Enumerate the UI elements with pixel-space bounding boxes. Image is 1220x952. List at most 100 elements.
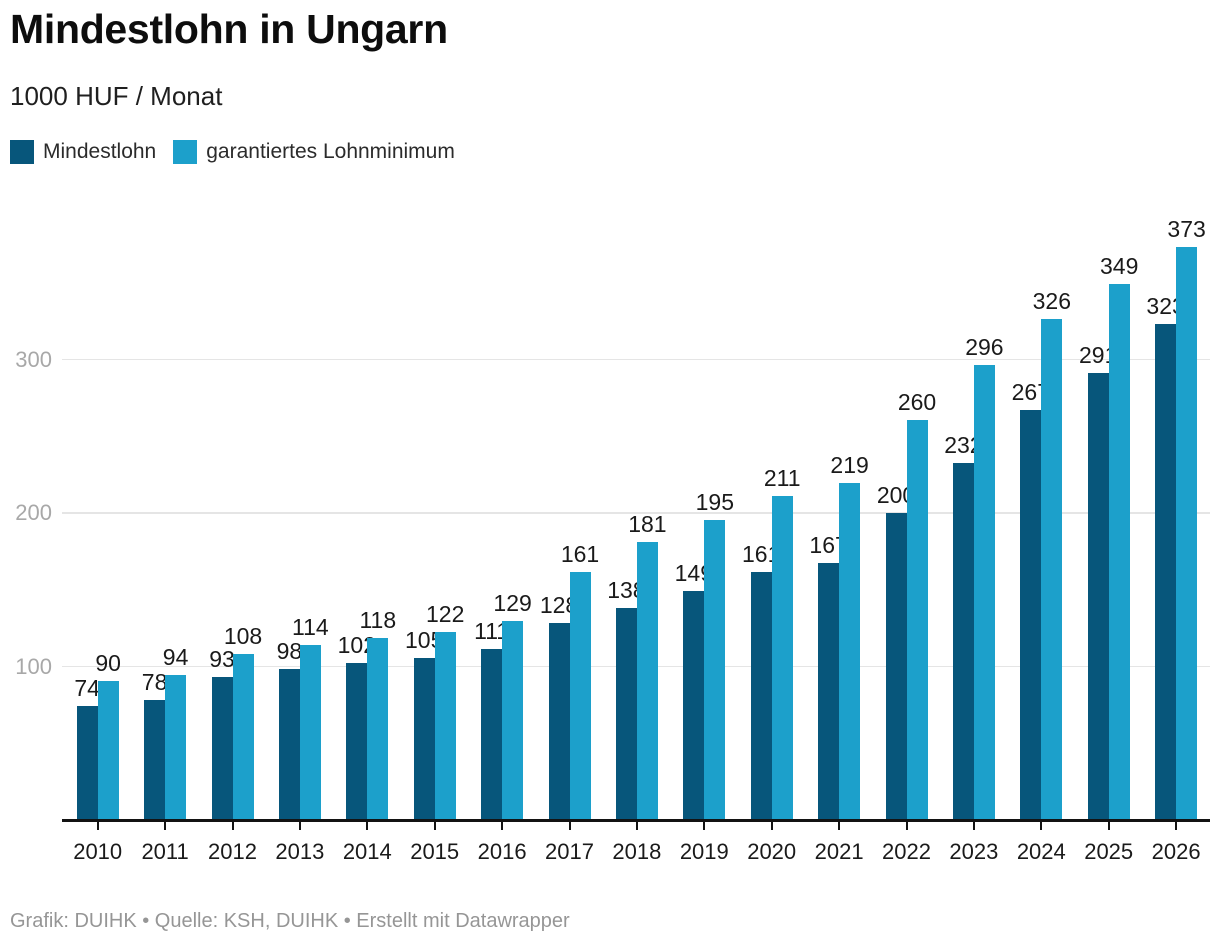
bar-value-label: 129 — [493, 590, 532, 617]
bar-mindestlohn[interactable] — [548, 623, 570, 820]
bar-value-label: 118 — [359, 607, 397, 634]
x-axis-label: 2012 — [208, 839, 257, 864]
x-axis-label: 2011 — [141, 839, 189, 864]
x-axis-tick — [1040, 821, 1043, 830]
x-axis-tick — [164, 821, 167, 830]
legend-label: garantiertes Lohnminimum — [206, 140, 455, 163]
x-axis-label: 2010 — [73, 839, 123, 864]
bar-value-label: 94 — [162, 644, 189, 671]
bar-mindestlohn[interactable] — [1155, 323, 1177, 820]
legend-item-lohnminimum: garantiertes Lohnminimum — [173, 140, 455, 164]
x-axis-label: 2019 — [679, 839, 729, 864]
bar-lohnminimum[interactable] — [569, 572, 591, 820]
x-axis-label: 2021 — [814, 839, 864, 864]
bar-value-label: 219 — [830, 452, 869, 479]
bar-lohnminimum[interactable] — [502, 621, 524, 820]
x-axis-tick — [568, 821, 571, 830]
bar-lohnminimum[interactable] — [367, 638, 389, 820]
bar-value-label: 211 — [763, 464, 801, 491]
x-axis-label: 2018 — [612, 839, 662, 864]
bar-value-label: 93 — [209, 645, 235, 672]
bar-lohnminimum[interactable] — [434, 632, 456, 820]
bar-value-label: 161 — [560, 541, 600, 568]
bar-mindestlohn[interactable] — [481, 649, 503, 820]
legend-swatch-mindestlohn — [10, 140, 34, 164]
attribution-footer: Grafik: DUIHK • Quelle: KSH, DUIHK • Ers… — [10, 910, 570, 932]
x-axis-tick — [703, 821, 706, 830]
bar-lohnminimum[interactable] — [906, 420, 928, 820]
y-axis-label-200: 200 — [15, 500, 52, 525]
x-axis-tick — [298, 821, 301, 830]
bar-lohnminimum[interactable] — [232, 653, 254, 820]
bar-mindestlohn[interactable] — [683, 590, 705, 820]
bar-lohnminimum[interactable] — [704, 520, 726, 820]
chart-title: Mindestlohn in Ungarn — [10, 6, 448, 52]
x-axis-tick — [635, 821, 638, 830]
bar-value-label: 90 — [95, 650, 121, 677]
gridline-300 — [62, 358, 1210, 360]
legend-swatch-lohnminimum — [173, 140, 198, 164]
bar-value-label: 74 — [74, 674, 100, 701]
x-axis-label: 2023 — [949, 839, 999, 864]
bar-mindestlohn[interactable] — [952, 463, 974, 820]
legend-label: Mindestlohn — [43, 140, 157, 163]
bar-lohnminimum[interactable] — [97, 681, 119, 820]
chart-subtitle: 1000 HUF / Monat — [10, 81, 223, 111]
bar-lohnminimum[interactable] — [1176, 246, 1198, 820]
x-axis-tick — [1107, 821, 1110, 830]
legend: Mindestlohn garantiertes Lohnminimum — [10, 140, 455, 164]
x-axis-tick — [838, 821, 841, 830]
x-axis-label: 2015 — [410, 839, 460, 864]
y-axis-label-300: 300 — [15, 346, 52, 372]
bar-mindestlohn[interactable] — [211, 676, 233, 820]
bar-lohnminimum[interactable] — [839, 483, 861, 820]
bar-lohnminimum[interactable] — [1108, 283, 1130, 820]
legend-item-mindestlohn: Mindestlohn — [10, 140, 156, 164]
x-axis-label: 2024 — [1016, 839, 1066, 864]
x-axis-label: 2017 — [545, 839, 594, 864]
bar-value-label: 98 — [276, 638, 303, 665]
bar-mindestlohn[interactable] — [346, 662, 368, 820]
x-axis-tick — [972, 821, 975, 830]
x-axis-label: 2014 — [342, 839, 392, 864]
bar-lohnminimum[interactable] — [973, 365, 995, 820]
bar-mindestlohn[interactable] — [1020, 409, 1042, 820]
x-axis-label: 2016 — [477, 839, 527, 864]
x-axis-label: 2025 — [1084, 839, 1134, 864]
bar-value-label: 326 — [1032, 288, 1071, 315]
bar-mindestlohn[interactable] — [885, 512, 907, 820]
x-axis-tick — [1175, 821, 1178, 830]
bar-mindestlohn[interactable] — [750, 572, 772, 820]
bar-value-label: 114 — [292, 613, 329, 640]
bar-value-label: 78 — [141, 668, 168, 695]
x-axis-label: 2026 — [1151, 839, 1201, 864]
bar-mindestlohn[interactable] — [818, 563, 840, 820]
bar-lohnminimum[interactable] — [299, 644, 321, 820]
bar-value-label: 108 — [223, 622, 263, 649]
y-axis-label-100: 100 — [15, 653, 52, 679]
bar-value-label: 122 — [426, 601, 465, 628]
gridline-200 — [62, 512, 1210, 514]
bar-mindestlohn[interactable] — [76, 705, 98, 820]
bar-value-label: 195 — [695, 489, 734, 516]
x-axis-tick — [96, 821, 99, 830]
x-axis-tick — [770, 821, 773, 830]
bar-lohnminimum[interactable] — [165, 675, 187, 820]
bar-mindestlohn[interactable] — [615, 607, 637, 820]
bar-mindestlohn[interactable] — [1087, 372, 1109, 820]
x-axis-label: 2022 — [882, 839, 931, 864]
x-axis-tick — [905, 821, 908, 830]
bar-mindestlohn[interactable] — [144, 699, 166, 820]
bar-lohnminimum[interactable] — [771, 495, 793, 820]
bar-value-label: 181 — [628, 510, 667, 537]
bar-mindestlohn[interactable] — [413, 658, 435, 820]
bar-value-label: 373 — [1167, 215, 1206, 242]
bar-mindestlohn[interactable] — [278, 669, 300, 820]
bar-lohnminimum[interactable] — [636, 541, 658, 820]
bar-lohnminimum[interactable] — [1041, 319, 1063, 820]
x-axis-tick — [366, 821, 369, 830]
x-axis-line — [62, 819, 1210, 822]
bar-value-label: 349 — [1100, 252, 1139, 279]
